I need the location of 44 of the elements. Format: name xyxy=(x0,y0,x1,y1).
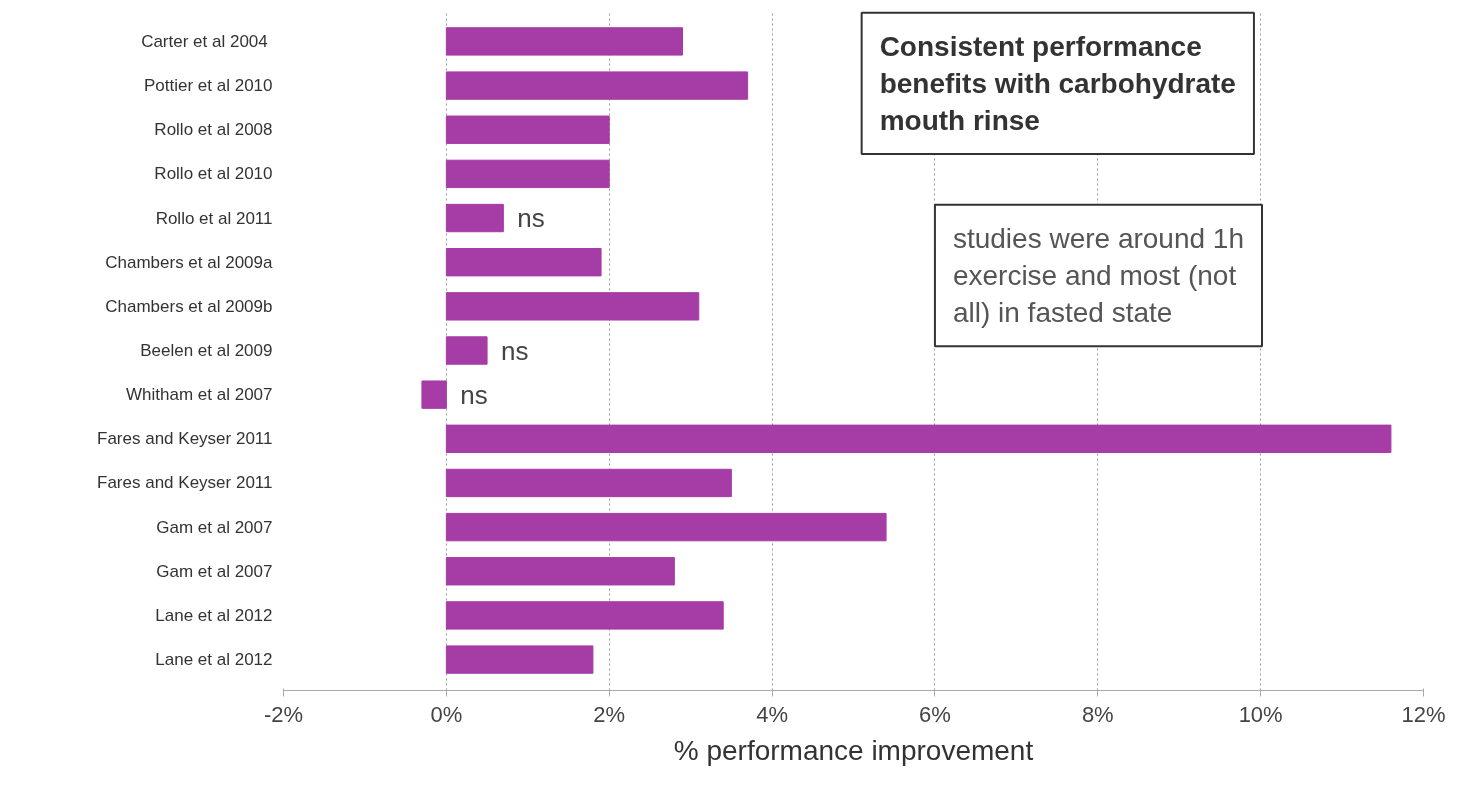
y-tick-label: Rollo et al 2011 xyxy=(155,208,273,228)
y-tick-label: Gam et al 2007 xyxy=(156,561,273,581)
x-tick-label: 8% xyxy=(1081,701,1114,727)
data-label: ns xyxy=(460,379,488,410)
y-tick-label: Lane et al 2012 xyxy=(155,650,273,670)
bar xyxy=(445,115,610,144)
x-tick-label: -2% xyxy=(263,701,304,727)
x-tick-label: 10% xyxy=(1238,701,1283,727)
bar xyxy=(445,424,1392,453)
bar xyxy=(445,203,504,233)
annotation: studies were around 1h exercise and most (not all) in fasted state xyxy=(952,222,1245,329)
bar xyxy=(445,645,594,674)
y-tick-label: Chambers et al 2009b xyxy=(105,296,273,316)
data-label: ns xyxy=(501,335,529,366)
bar xyxy=(445,468,732,498)
bar xyxy=(445,27,683,56)
annotation: Consistent performance benefits with carbohydrate mouth rinse xyxy=(879,30,1236,137)
x-tick-label: 4% xyxy=(756,701,788,727)
bar xyxy=(445,512,887,542)
bar xyxy=(445,292,700,321)
y-tick-label: Fares and Keyser 2011 xyxy=(97,429,273,449)
y-tick-label: Beelen et al 2009 xyxy=(140,341,273,360)
x-tick-label: 2% xyxy=(593,701,626,727)
y-tick-label: Rollo et al 2010 xyxy=(154,164,273,184)
bar xyxy=(421,380,447,409)
x-tick-label: 12% xyxy=(1401,701,1446,727)
bar xyxy=(445,336,488,365)
x-tick-label: 6% xyxy=(919,701,951,727)
y-tick-label: Pottier et al 2010 xyxy=(143,76,273,96)
y-tick-label: Fares and Keyser 2011 xyxy=(97,473,273,493)
bar xyxy=(445,601,724,630)
bar xyxy=(445,71,749,100)
bar xyxy=(445,159,610,189)
x-axis-title: % performance improvement xyxy=(673,734,1034,766)
y-tick-label: Whitham et al 2007 xyxy=(126,385,273,405)
y-tick-label: Rollo et al 2008 xyxy=(154,120,273,140)
bar xyxy=(445,557,675,586)
y-tick-label: Lane et al 2012 xyxy=(155,605,273,625)
bar xyxy=(445,248,602,277)
y-tick-label: Gam et al 2007 xyxy=(156,517,273,537)
y-tick-label: Chambers et al 2009a xyxy=(105,252,274,272)
x-tick-label: 0% xyxy=(430,701,463,727)
y-tick-label: Carter et al 2004 xyxy=(141,31,268,51)
data-label: ns xyxy=(517,203,545,234)
